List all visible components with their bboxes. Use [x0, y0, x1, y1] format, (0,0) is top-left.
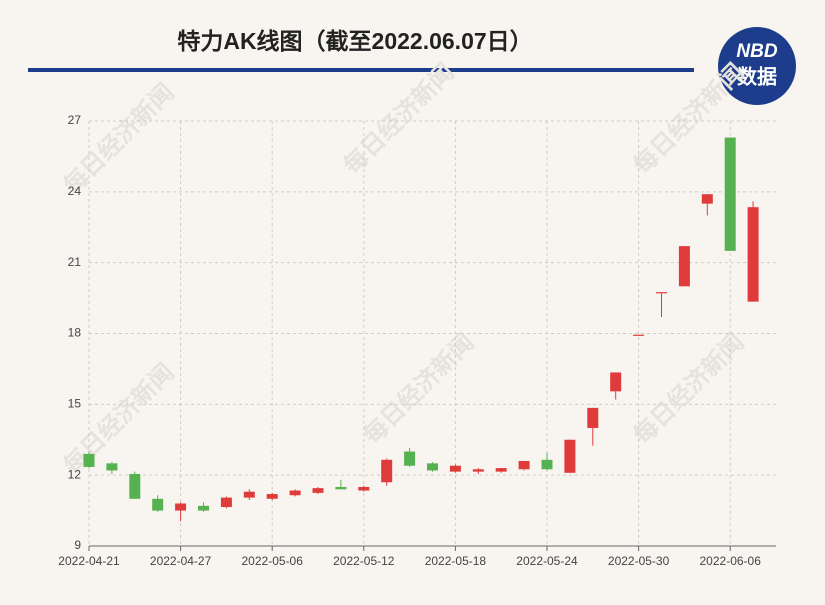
- logo-top: NBD: [736, 41, 777, 62]
- candle-body: [495, 468, 507, 472]
- x-tick-label: 2022-04-27: [150, 554, 212, 568]
- candle-body: [312, 488, 324, 493]
- candle-body: [243, 491, 255, 498]
- candle-body: [175, 503, 187, 511]
- candle-body: [678, 246, 690, 287]
- title-rule: [28, 68, 694, 72]
- y-tick-label: 15: [68, 397, 82, 411]
- candle-body: [83, 453, 95, 467]
- candle-body: [564, 439, 576, 473]
- y-tick-label: 21: [68, 255, 82, 269]
- candle-body: [220, 497, 232, 508]
- candle-body: [541, 459, 553, 470]
- x-tick-label: 2022-04-21: [58, 554, 120, 568]
- candle-body: [381, 459, 393, 483]
- candle-body: [610, 372, 622, 392]
- x-tick-label: 2022-05-06: [242, 554, 304, 568]
- candle-body: [289, 490, 301, 496]
- candle-body: [701, 194, 713, 204]
- logo-bottom: 数据: [737, 64, 777, 88]
- candle-body: [198, 505, 209, 511]
- candle-body: [724, 137, 736, 251]
- x-tick-label: 2022-05-24: [516, 554, 578, 568]
- candle-body: [656, 292, 667, 294]
- candle-body: [129, 473, 141, 499]
- x-tick-label: 2022-06-06: [700, 554, 762, 568]
- candle-body: [427, 463, 438, 471]
- candle-body: [404, 451, 416, 466]
- y-tick-label: 18: [68, 326, 82, 340]
- x-tick-label: 2022-05-12: [333, 554, 395, 568]
- x-tick-label: 2022-05-18: [425, 554, 487, 568]
- candle-body: [266, 494, 278, 499]
- chart-title: 特力AK线图（截至2022.06.07日）: [177, 28, 532, 54]
- candle-body: [152, 498, 164, 511]
- logo: [718, 27, 796, 105]
- candle-body: [747, 207, 759, 302]
- candle-body: [449, 465, 461, 472]
- x-tick-label: 2022-05-30: [608, 554, 670, 568]
- candle-body: [358, 486, 370, 491]
- candle-body: [518, 461, 530, 470]
- y-tick-label: 24: [68, 184, 82, 198]
- candle-body: [106, 463, 118, 471]
- y-tick-label: 12: [68, 467, 82, 481]
- candle-body: [335, 486, 347, 490]
- y-tick-label: 9: [74, 538, 81, 552]
- candle-body: [587, 407, 599, 428]
- candle-body: [633, 334, 645, 336]
- y-tick-label: 27: [68, 113, 82, 127]
- candle-body: [472, 469, 484, 472]
